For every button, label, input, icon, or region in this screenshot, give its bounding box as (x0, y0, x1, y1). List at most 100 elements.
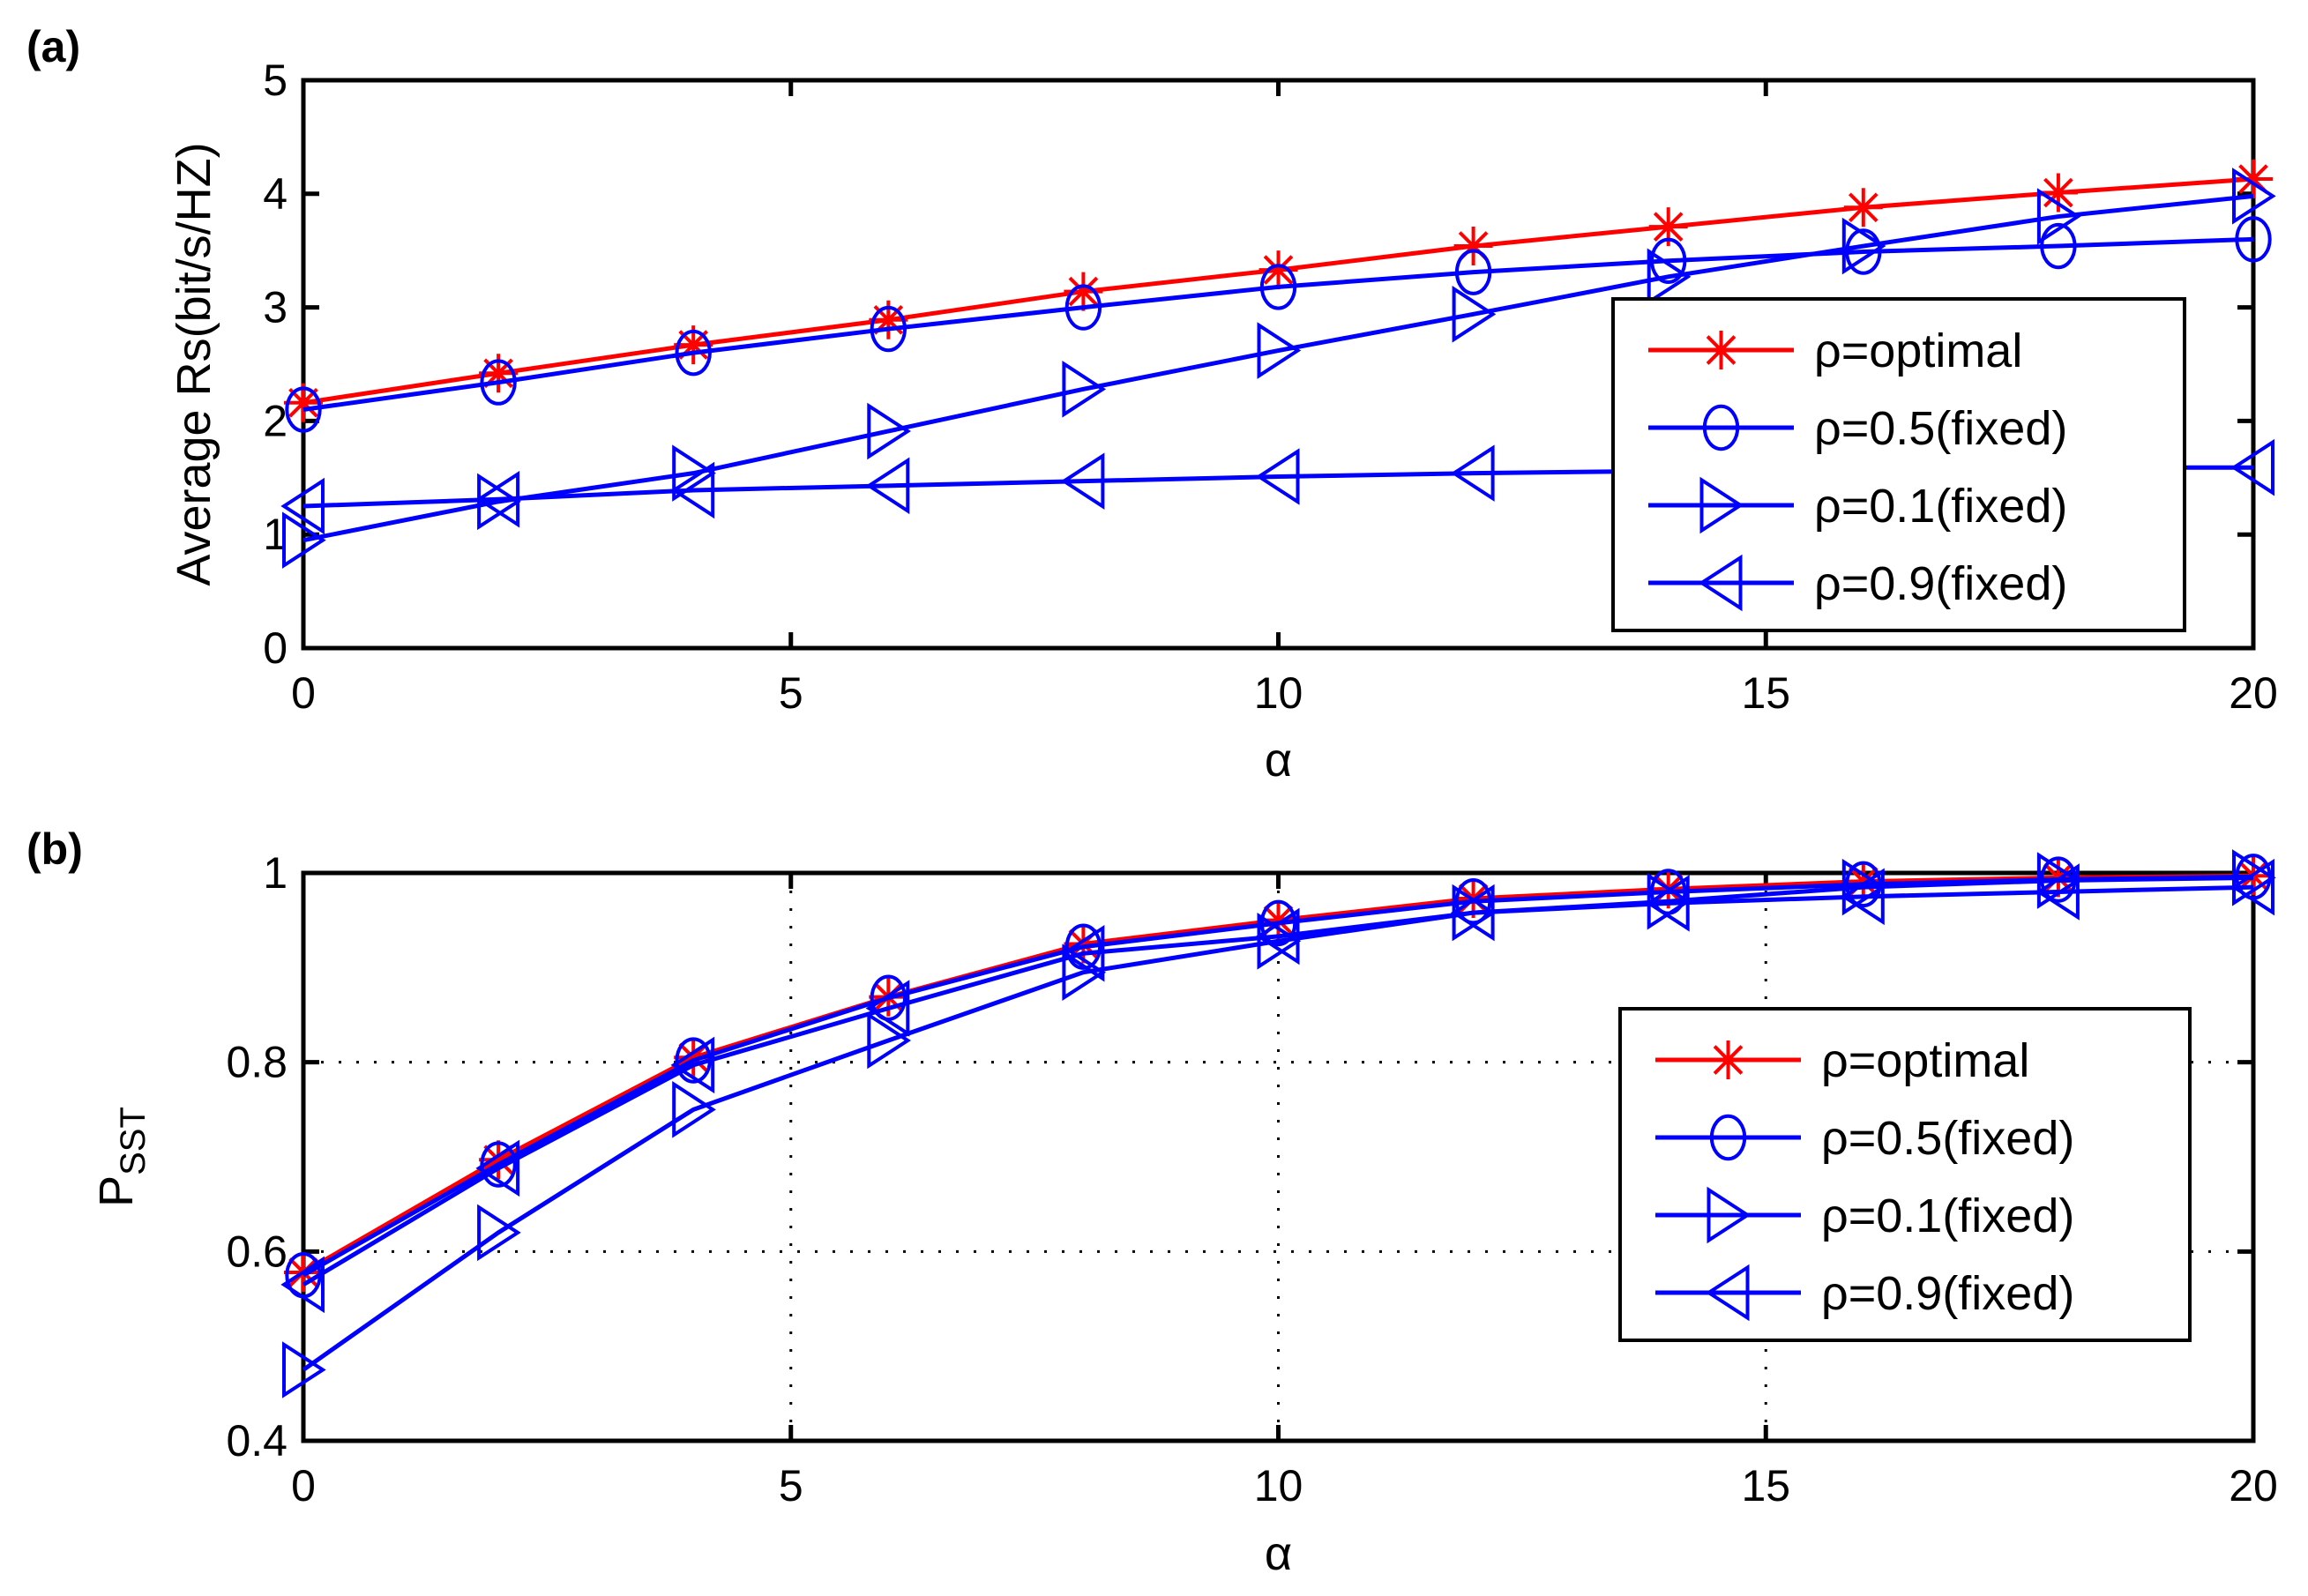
data-point (867, 402, 911, 460)
data-point (479, 1140, 519, 1180)
legend-label: ρ=0.5(fixed) (1814, 402, 2067, 455)
data-point (1650, 237, 1687, 284)
chart-panel-b: 0 5 10 15 20 0.4 0.6 0.8 1 (b) α PSST ρ=optimal ρ=0.5… (26, 824, 2278, 1580)
x-tick-label: 0 (291, 668, 316, 718)
data-point (674, 325, 713, 365)
data-point (280, 477, 325, 535)
data-point (285, 386, 322, 433)
x-tick-label: 5 (779, 1461, 803, 1510)
x-tick-label: 20 (2229, 1461, 2278, 1510)
x-tick-label: 10 (1254, 668, 1303, 718)
data-point (2232, 168, 2276, 225)
data-point (480, 359, 517, 406)
legend-label: ρ=0.1(fixed) (1814, 480, 2067, 533)
legend-label: ρ=optimal (1821, 1034, 2029, 1087)
data-point (870, 305, 907, 353)
legend-marker (1708, 1040, 1748, 1079)
panel-label: (b) (26, 824, 83, 874)
legend-marker (1698, 554, 1743, 612)
legend-label: ρ=0.9(fixed) (1814, 557, 2067, 610)
data-point (2232, 849, 2276, 906)
legend-marker (1707, 1186, 1752, 1244)
x-tick-label: 20 (2229, 668, 2278, 718)
data-point (475, 1139, 520, 1197)
data-point (1060, 452, 1105, 510)
legend: ρ=optimal ρ=0.5(fixed) ρ=0.1(fixed) ρ=0.9(f… (1618, 1007, 2192, 1342)
y-tick-label: 0.4 (226, 1416, 288, 1465)
y-tick-label: 5 (263, 56, 288, 105)
legend-label: ρ=0.9(fixed) (1821, 1267, 2074, 1320)
y-tick-label: 0 (263, 623, 288, 673)
data-point (477, 1204, 521, 1262)
data-point (1841, 858, 1886, 916)
data-point (1255, 907, 1300, 966)
data-point (1454, 249, 1492, 295)
y-tick-label: 0.6 (226, 1227, 288, 1276)
data-point (282, 511, 326, 569)
data-point (1257, 322, 1302, 379)
y-tick-label: 3 (263, 283, 288, 332)
legend-marker (1699, 476, 1744, 534)
data-point (672, 444, 716, 502)
x-tick-label: 0 (291, 1461, 316, 1510)
data-point (475, 470, 520, 528)
series-1 (285, 216, 2272, 433)
data-point (1064, 284, 1102, 331)
series-line (303, 236, 2254, 412)
data-point (2038, 173, 2078, 213)
data-point (2230, 438, 2274, 496)
data-point (1259, 899, 1297, 947)
legend-label: ρ=0.1(fixed) (1821, 1190, 2074, 1242)
legend-box (1618, 1007, 2192, 1342)
data-point (2040, 222, 2077, 270)
data-point (1064, 924, 1103, 964)
data-point (280, 1256, 325, 1314)
legend-label: ρ=0.5(fixed) (1821, 1112, 2074, 1165)
series-0 (284, 160, 2273, 422)
data-point (1450, 444, 1495, 502)
data-point (2234, 160, 2273, 199)
data-point (1060, 924, 1105, 982)
data-point (2235, 216, 2272, 263)
data-point (670, 461, 715, 519)
legend-marker (1705, 1264, 1750, 1322)
data-point (1259, 264, 1297, 310)
y-tick-label: 1 (263, 848, 288, 898)
data-point (1454, 878, 1492, 925)
data-point (1255, 448, 1300, 505)
y-tick-label: 0.8 (226, 1038, 288, 1087)
data-point (867, 1011, 911, 1070)
data-point (479, 354, 519, 393)
data-point (1450, 884, 1495, 942)
data-point (869, 300, 908, 339)
data-point (1646, 875, 1690, 932)
data-point (2036, 188, 2081, 245)
data-point (282, 1341, 326, 1398)
legend: ρ=optimal ρ=0.5(fixed) ρ=0.1(fixed) ρ=0.9(f… (1611, 297, 2186, 632)
x-tick-label: 15 (1741, 1461, 1790, 1510)
legend-marker (1702, 404, 1740, 451)
data-point (1845, 228, 1882, 275)
data-point (1062, 361, 1107, 418)
series-3 (280, 858, 2274, 1314)
x-tick-label: 5 (779, 668, 803, 718)
data-point (672, 1081, 716, 1138)
panel-label: (a) (26, 22, 80, 71)
data-point (2035, 863, 2080, 921)
data-point (865, 457, 910, 515)
data-point (2230, 858, 2274, 916)
data-point (1647, 248, 1692, 306)
data-point (1843, 861, 1883, 901)
y-tick-label: 4 (263, 169, 288, 219)
legend-label: ρ=optimal (1814, 324, 2022, 377)
data-point (674, 1038, 713, 1078)
data-point (1259, 900, 1298, 940)
data-point (1259, 250, 1298, 290)
series-line (302, 875, 2254, 1372)
legend-box (1611, 297, 2186, 632)
y-axis-label: Average Rs(bit/s/HZ) (168, 142, 220, 585)
series-line (302, 884, 2254, 1287)
data-point (1843, 188, 1883, 227)
